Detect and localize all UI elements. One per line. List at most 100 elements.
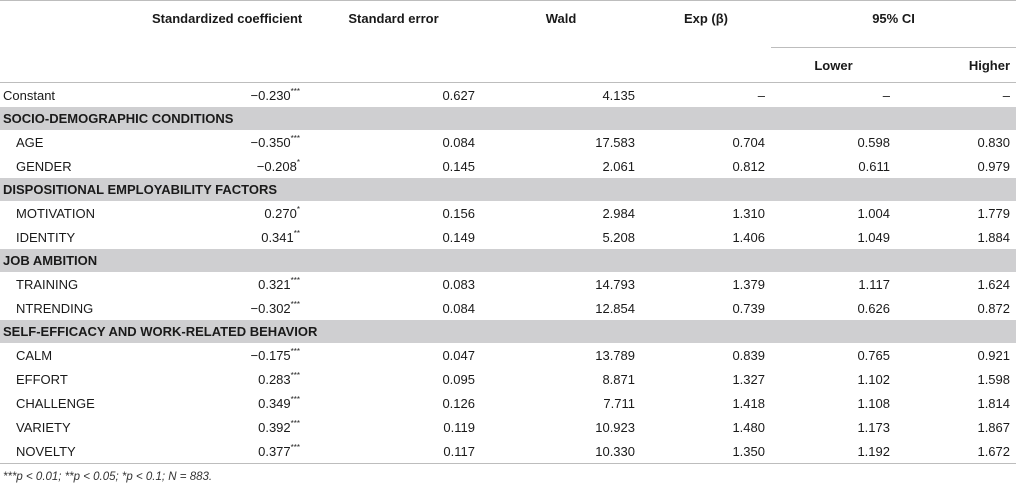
exp-cell: 1.310 (732, 205, 765, 221)
coef-cell: −0.208* (146, 154, 306, 178)
ci-higher-cell: 1.624 (977, 276, 1011, 292)
se-cell: 0.083 (442, 276, 475, 292)
se-cell: 0.084 (442, 300, 475, 316)
header-ci-higher: Higher (896, 47, 1016, 83)
table-footnote: ***p < 0.01; **p < 0.05; *p < 0.1; N = 8… (3, 471, 213, 483)
ci-lower-cell: 1.108 (857, 395, 890, 411)
coef-cell: −0.175*** (146, 343, 306, 367)
table-row: MOTIVATION 0.270* 0.156 2.984 1.310 1.004 1.77… (0, 201, 1016, 225)
coef-value: 0.270 (264, 205, 297, 221)
ci-lower-cell: 1.173 (857, 419, 890, 435)
coef-cell: 0.392*** (146, 415, 306, 439)
ci-lower-cell: 1.049 (857, 229, 890, 245)
coef-cell: 0.349*** (146, 391, 306, 415)
significance-marker: * (296, 204, 300, 214)
table-row-constant: Constant −0.230*** 0.627 4.135 – – – (0, 83, 1016, 108)
table-row: TRAINING 0.321*** 0.083 14.793 1.379 1.117 1.6… (0, 272, 1016, 296)
significance-marker: *** (290, 442, 300, 452)
coef-value: 0.341 (261, 229, 294, 245)
row-label: Constant (3, 87, 56, 103)
exp-cell: 0.812 (732, 158, 765, 174)
table-header: Standardized coefficient Standard error … (0, 0, 1016, 83)
wald-cell: 12.854 (595, 300, 635, 316)
significance-marker: *** (290, 299, 300, 309)
exp-cell: 1.480 (732, 419, 765, 435)
coef-value: −0.208 (256, 158, 297, 174)
table-row: VARIETY 0.392*** 0.119 10.923 1.480 1.173 1.86… (0, 415, 1016, 439)
significance-marker: *** (290, 418, 300, 428)
coef-cell: 0.321*** (146, 272, 306, 296)
ci-lower-cell: – (882, 87, 890, 103)
coef-value: −0.230 (250, 87, 291, 103)
ci-lower-cell: 0.765 (857, 347, 890, 363)
table-row: NOVELTY 0.377*** 0.117 10.330 1.350 1.192 1.67… (0, 439, 1016, 464)
significance-marker: *** (290, 86, 300, 96)
ci-higher-cell: – (1002, 87, 1011, 103)
coef-value: 0.283 (258, 371, 291, 387)
coef-cell: 0.283*** (146, 367, 306, 391)
ci-higher-cell: 0.979 (977, 158, 1011, 174)
exp-cell: 1.418 (732, 395, 765, 411)
table-row: NTRENDING −0.302*** 0.084 12.854 0.739 0.626 0… (0, 296, 1016, 320)
ci-lower-cell: 1.192 (771, 439, 896, 464)
wald-cell: 17.583 (595, 134, 635, 150)
significance-marker: *** (290, 370, 300, 380)
header-exp-beta: Exp (β) (641, 0, 771, 83)
ci-higher-cell: 0.872 (977, 300, 1011, 316)
se-cell: 0.084 (442, 134, 475, 150)
exp-cell: 0.739 (732, 300, 765, 316)
section-header-row: DISPOSITIONAL EMPLOYABILITY FACTORS (0, 178, 1016, 201)
exp-cell: 0.839 (732, 347, 765, 363)
significance-marker: * (296, 157, 300, 167)
ci-higher-cell: 0.921 (977, 347, 1011, 363)
wald-cell: 13.789 (595, 347, 635, 363)
table-row: AGE −0.350*** 0.084 17.583 0.704 0.598 0.830 (0, 130, 1016, 154)
regression-table: Standardized coefficient Standard error … (0, 0, 1016, 464)
table-row: CHALLENGE 0.349*** 0.126 7.711 1.418 1.108 1.8… (0, 391, 1016, 415)
row-label: TRAINING (16, 276, 79, 292)
significance-marker: *** (290, 346, 300, 356)
se-cell: 0.145 (442, 158, 475, 174)
se-cell: 0.119 (443, 419, 475, 435)
row-label: MOTIVATION (16, 205, 95, 221)
row-label: VARIETY (16, 419, 71, 435)
coef-value: 0.349 (258, 395, 291, 411)
coef-value: 0.377 (258, 443, 291, 459)
significance-marker: *** (290, 275, 300, 285)
wald-cell: 2.061 (602, 158, 635, 174)
significance-marker: ** (293, 228, 300, 238)
se-cell: 0.095 (442, 371, 475, 387)
row-label: CALM (16, 347, 53, 363)
header-ci: 95% CI (771, 0, 1016, 48)
se-cell: 0.149 (442, 229, 475, 245)
section-title: JOB AMBITION (0, 249, 1016, 272)
coef-value: 0.392 (258, 419, 291, 435)
se-cell: 0.126 (442, 395, 475, 411)
ci-lower-cell: 0.611 (858, 158, 890, 174)
header-row-bottom: Lower Higher (0, 47, 1016, 83)
header-variable (0, 0, 146, 83)
table-row: EFFORT 0.283*** 0.095 8.871 1.327 1.102 1.598 (0, 367, 1016, 391)
coef-cell: −0.302*** (146, 296, 306, 320)
section-title: DISPOSITIONAL EMPLOYABILITY FACTORS (0, 178, 1016, 201)
significance-marker: *** (290, 394, 300, 404)
wald-cell: 2.984 (602, 205, 635, 221)
ci-lower-cell: 0.598 (857, 134, 890, 150)
ci-higher-cell: 0.830 (977, 134, 1011, 150)
table-row: CALM −0.175*** 0.047 13.789 0.839 0.765 0.921 (0, 343, 1016, 367)
coef-cell: −0.350*** (146, 130, 306, 154)
section-header-row: JOB AMBITION (0, 249, 1016, 272)
coef-cell: −0.230*** (146, 83, 306, 108)
section-title: SOCIO-DEMOGRAPHIC CONDITIONS (0, 107, 1016, 130)
exp-cell: 1.379 (732, 276, 765, 292)
row-label: GENDER (16, 158, 72, 174)
header-standard-error: Standard error (306, 0, 481, 83)
ci-higher-cell: 1.672 (896, 439, 1016, 464)
wald-cell: 5.208 (602, 229, 635, 245)
row-label: IDENTITY (16, 229, 76, 245)
ci-higher-cell: 1.598 (977, 371, 1011, 387)
coef-value: −0.175 (250, 347, 291, 363)
wald-cell: 4.135 (602, 87, 635, 103)
row-label: NOVELTY (0, 439, 146, 464)
